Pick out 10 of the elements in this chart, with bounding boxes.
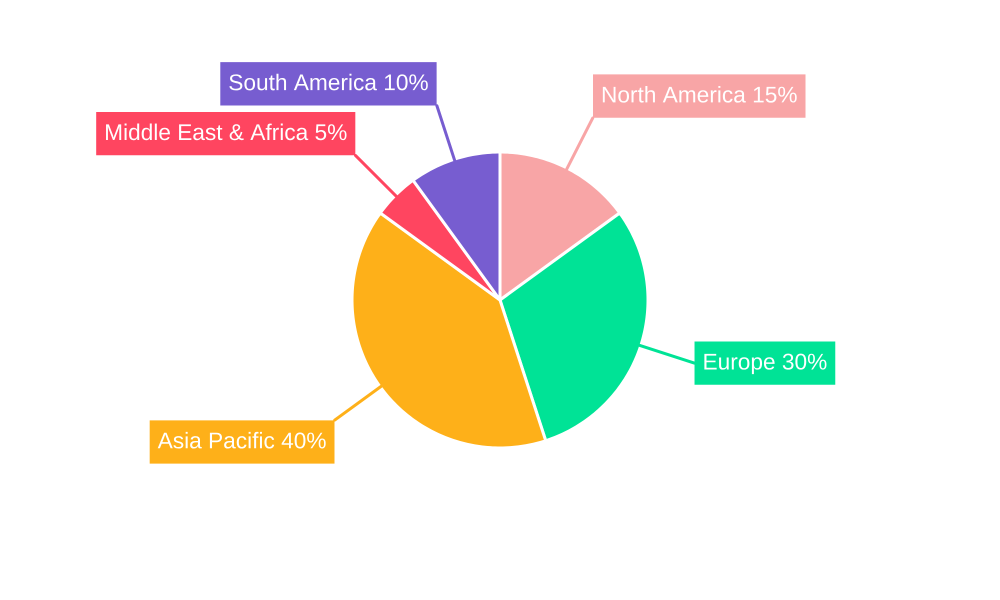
slice-label: North America xyxy=(602,86,746,103)
data-label: 30% xyxy=(782,354,826,370)
data-label: 40% xyxy=(282,432,326,449)
slice-label: Asia Pacific xyxy=(158,432,274,449)
slice-label: South America xyxy=(229,74,377,90)
data-label: 15% xyxy=(754,86,797,103)
data-label: 5% xyxy=(315,124,346,140)
data-label: 10% xyxy=(384,74,428,90)
slice-label: Middle East & Africa xyxy=(106,124,308,140)
slice-label: Europe xyxy=(704,354,775,374)
